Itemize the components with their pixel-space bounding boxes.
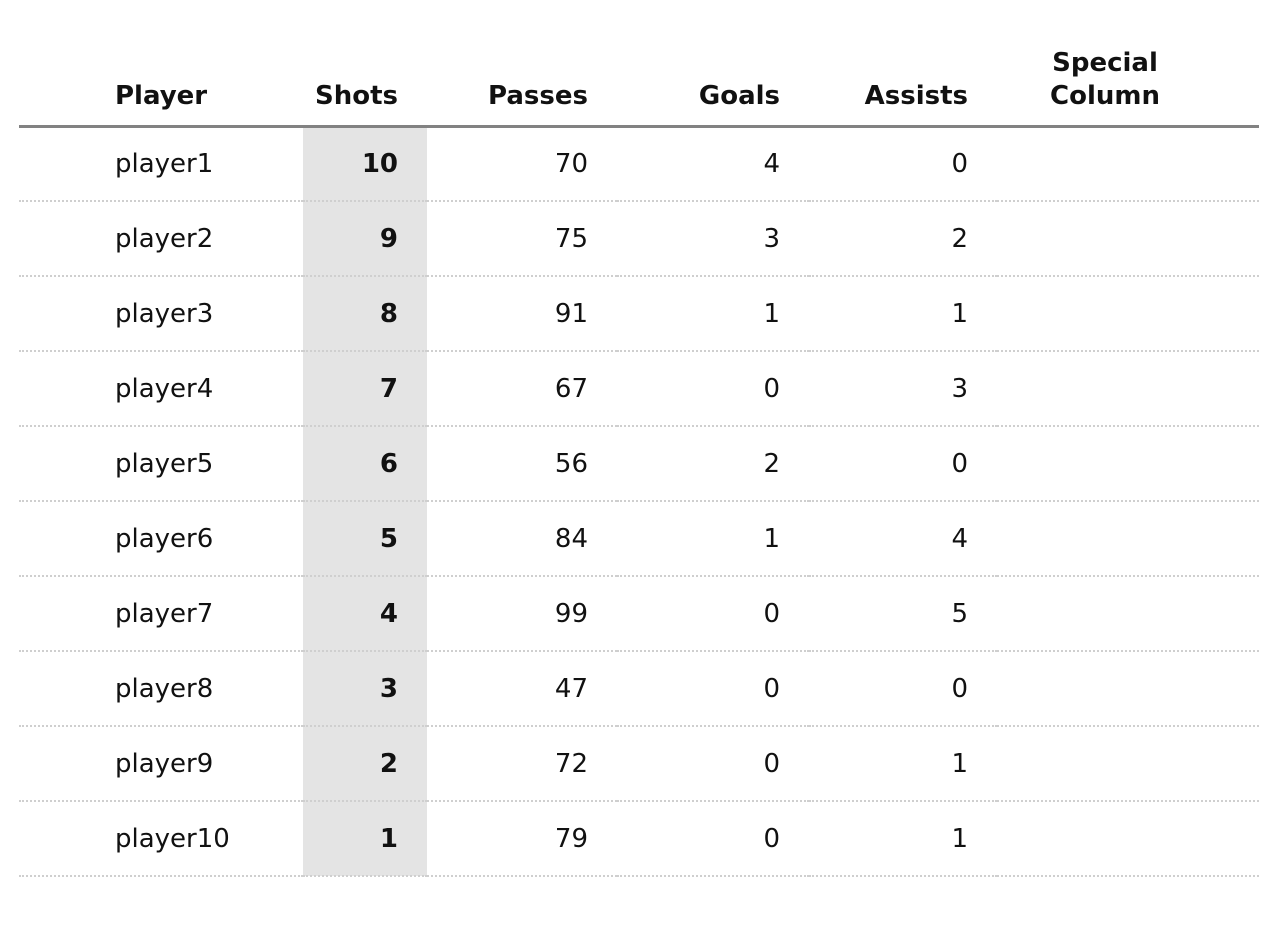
goals-cell: 4 [617,126,809,202]
assists-cell: 5 [809,576,997,652]
goals-cell: 0 [617,801,809,877]
passes-cell: 70 [427,126,617,202]
passes-cell: 75 [427,201,617,277]
passes-cell: 47 [427,651,617,727]
passes-cell: 84 [427,501,617,577]
special-cell [997,126,1259,202]
goals-cell: 1 [617,276,809,352]
table-row: player5 6 56 2 0 [19,426,1259,502]
shots-cell: 8 [303,276,427,352]
shots-cell: 7 [303,351,427,427]
assists-cell: 0 [809,426,997,502]
table-row: player1 10 70 4 0 [19,126,1259,202]
player-cell: player7 [19,576,303,652]
special-cell [997,276,1259,352]
goals-cell: 1 [617,501,809,577]
assists-cell: 1 [809,801,997,877]
goals-cell: 3 [617,201,809,277]
player-cell: player10 [19,801,303,877]
special-cell [997,201,1259,277]
goals-cell: 2 [617,426,809,502]
player-cell: player2 [19,201,303,277]
table-body: player1 10 70 4 0 player2 9 75 3 2 player3 8 91 1 1 pla… [19,126,1259,877]
assists-cell: 1 [809,276,997,352]
player-cell: player9 [19,726,303,802]
assists-cell: 0 [809,126,997,202]
special-cell [997,651,1259,727]
player-cell: player4 [19,351,303,427]
column-header-goals: Goals [617,0,809,128]
shots-cell: 3 [303,651,427,727]
shots-cell: 4 [303,576,427,652]
shots-cell: 6 [303,426,427,502]
shots-cell: 2 [303,726,427,802]
special-cell [997,726,1259,802]
goals-cell: 0 [617,726,809,802]
special-cell [997,351,1259,427]
goals-cell: 0 [617,351,809,427]
player-cell: player6 [19,501,303,577]
table-row: player6 5 84 1 4 [19,501,1259,577]
passes-cell: 79 [427,801,617,877]
passes-cell: 72 [427,726,617,802]
table-row: player9 2 72 0 1 [19,726,1259,802]
passes-cell: 56 [427,426,617,502]
passes-cell: 99 [427,576,617,652]
special-cell [997,801,1259,877]
table-row: player4 7 67 0 3 [19,351,1259,427]
column-header-special-column: Special Column [997,0,1259,128]
column-header-player: Player [19,0,303,128]
table-row: player3 8 91 1 1 [19,276,1259,352]
player-stats-table: Player Shots Passes Goals Assists Specia… [19,0,1259,877]
assists-cell: 4 [809,501,997,577]
assists-cell: 0 [809,651,997,727]
goals-cell: 0 [617,576,809,652]
assists-cell: 3 [809,351,997,427]
column-header-shots: Shots [303,0,427,128]
player-cell: player3 [19,276,303,352]
assists-cell: 2 [809,201,997,277]
player-cell: player5 [19,426,303,502]
special-cell [997,501,1259,577]
player-cell: player1 [19,126,303,202]
table-header: Player Shots Passes Goals Assists Specia… [19,0,1259,128]
column-header-assists: Assists [809,0,997,128]
table-row: player10 1 79 0 1 [19,801,1259,877]
shots-cell: 5 [303,501,427,577]
special-cell [997,576,1259,652]
column-header-passes: Passes [427,0,617,128]
table-row: player7 4 99 0 5 [19,576,1259,652]
shots-cell: 10 [303,126,427,202]
player-cell: player8 [19,651,303,727]
passes-cell: 91 [427,276,617,352]
table-row: player8 3 47 0 0 [19,651,1259,727]
shots-cell: 9 [303,201,427,277]
special-cell [997,426,1259,502]
passes-cell: 67 [427,351,617,427]
shots-cell: 1 [303,801,427,877]
header-row: Player Shots Passes Goals Assists Specia… [19,0,1259,128]
assists-cell: 1 [809,726,997,802]
table-row: player2 9 75 3 2 [19,201,1259,277]
goals-cell: 0 [617,651,809,727]
